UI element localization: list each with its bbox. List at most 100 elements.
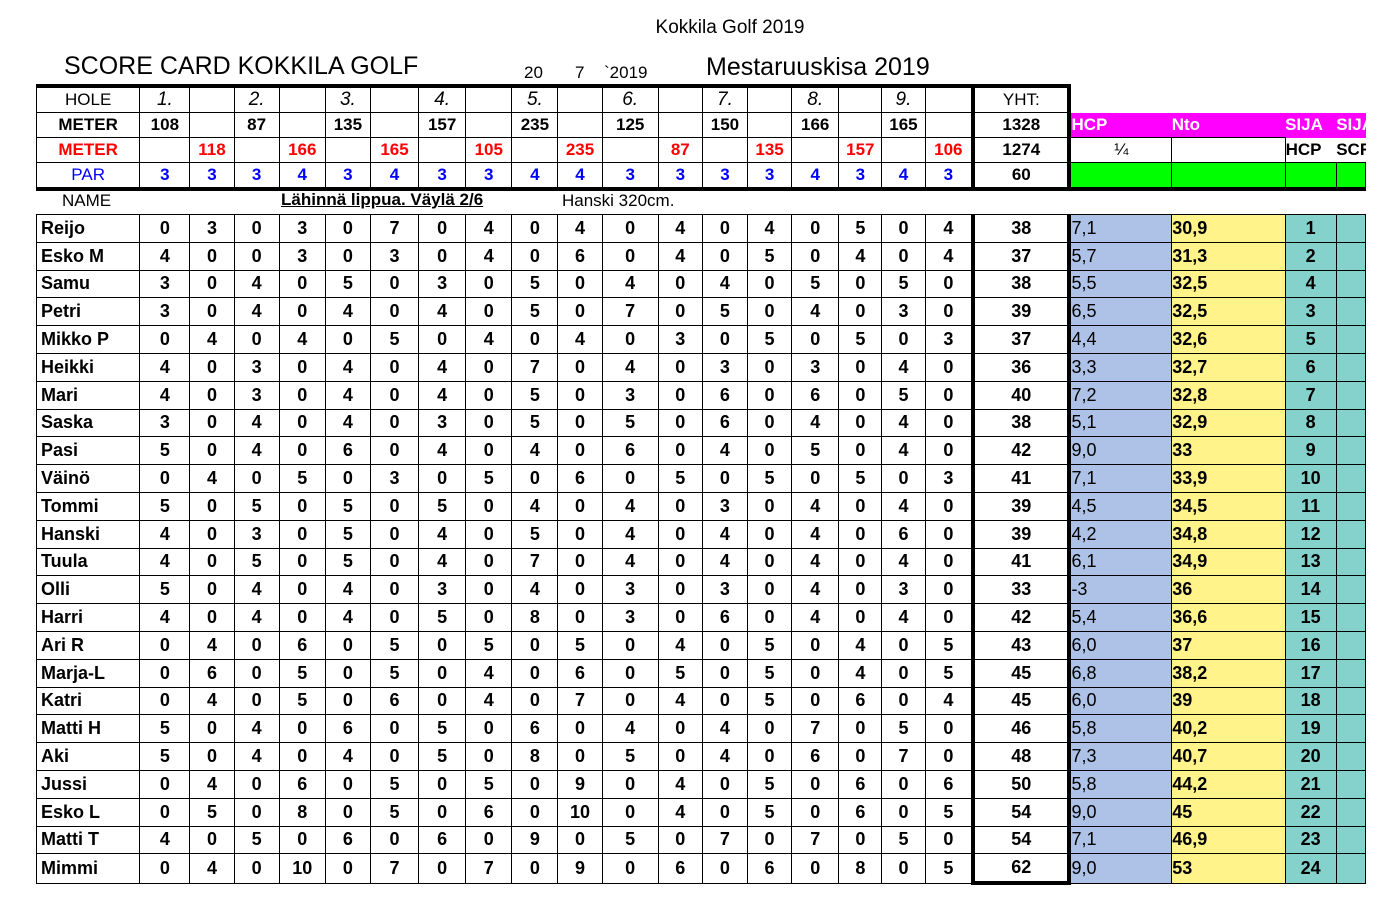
hole-score: 4: [746, 214, 793, 243]
hole-score: 6: [701, 380, 749, 410]
hole-score: 5: [791, 436, 840, 466]
hole-score: 3: [418, 575, 467, 605]
empty-cell: [1285, 86, 1336, 113]
par-value: 3: [746, 162, 793, 191]
hole-score: 0: [701, 797, 749, 827]
player-hcp: 6,0: [1068, 630, 1173, 660]
hole-score: 7: [701, 825, 749, 855]
hole-score: 0: [465, 269, 513, 299]
hole-number-spacer: [557, 84, 603, 113]
meter-red-value: 157: [838, 137, 883, 163]
hole-score: 0: [746, 825, 793, 855]
player-hcp: 6,0: [1068, 686, 1173, 716]
hole-score: 3: [233, 380, 280, 410]
hole-score: 0: [657, 575, 703, 605]
hole-score: 4: [601, 352, 659, 382]
hole-score: 0: [924, 742, 974, 771]
hole-score: 4: [657, 630, 703, 660]
hole-score: 4: [791, 603, 840, 632]
player-total: 46: [971, 714, 1072, 744]
hole-score: 0: [324, 769, 371, 799]
hole-score: 0: [881, 769, 926, 799]
player-total: 40: [971, 380, 1072, 410]
hole-score: 9: [557, 853, 603, 884]
player-hcp: 7,1: [1068, 825, 1173, 855]
hole-score: 3: [139, 297, 191, 327]
player-total: 42: [971, 436, 1072, 466]
meter-value: [189, 112, 235, 138]
player-nto: 32,5: [1171, 297, 1286, 327]
hole-score: 0: [278, 297, 326, 327]
player-rank-scr: [1335, 575, 1367, 605]
player-row: Tuula 4 0 5 0 5 0 4 0 7 0 4 0 4 0 4 0 4 0 41 6,1 34,9 13: [35, 547, 1367, 577]
hole-score: 0: [838, 436, 883, 466]
hole-score: 0: [139, 325, 191, 354]
hole-score: 0: [189, 380, 235, 410]
player-nto: 36,6: [1171, 603, 1286, 632]
hole-score: 0: [189, 241, 235, 271]
player-name: Katri: [35, 686, 141, 716]
player-rank-scr: [1335, 853, 1367, 884]
total-label: YHT:: [971, 84, 1072, 113]
hole-score: 9: [511, 825, 559, 855]
hole-score: 0: [139, 658, 191, 688]
par-value: 3: [324, 162, 371, 191]
hole-score: 5: [746, 658, 793, 688]
player-row: Harri 4 0 4 0 4 0 5 0 8 0 3 0 6 0 4 0 4 0 42 5,4 36,6 15: [35, 603, 1367, 632]
hole-score: 4: [418, 547, 467, 577]
player-rank: 12: [1284, 519, 1337, 549]
hole-score: 0: [838, 352, 883, 382]
hole-score: 0: [369, 352, 420, 382]
par-label: PAR: [35, 162, 141, 191]
hole-score: 0: [418, 797, 467, 827]
hole-score: 0: [838, 825, 883, 855]
hole-score: 0: [465, 436, 513, 466]
hole-score: 6: [838, 769, 883, 799]
hole-score: 0: [465, 603, 513, 632]
hole-score: 5: [418, 742, 467, 771]
hole-score: 4: [139, 519, 191, 549]
hole-score: 4: [601, 269, 659, 299]
hole-score: 5: [465, 769, 513, 799]
hole-score: 0: [657, 603, 703, 632]
hole-score: 5: [511, 269, 559, 299]
player-name: Heikki: [35, 352, 141, 382]
player-rank: 11: [1284, 491, 1337, 521]
player-nto: 36: [1171, 575, 1286, 605]
player-rank-scr: [1335, 797, 1367, 827]
hcp-header: HCP: [1069, 112, 1172, 138]
player-total: 45: [971, 686, 1072, 716]
hole-number: 3.: [324, 84, 371, 113]
hole-score: 0: [838, 603, 883, 632]
hole-score: 0: [278, 825, 326, 855]
player-row: Ari R 0 4 0 6 0 5 0 5 0 5 0 4 0 5 0 4 0 5 43 6,0 37 16: [35, 630, 1367, 660]
player-row: Olli 5 0 4 0 4 0 3 0 4 0 3 0 3 0 4 0 3 0 33 -3 36 14: [35, 575, 1367, 605]
hole-score: 0: [924, 269, 974, 299]
hole-score: 5: [701, 297, 749, 327]
hole-score: 7: [511, 352, 559, 382]
par-value: 3: [924, 162, 974, 191]
hole-score: 5: [418, 603, 467, 632]
hole-score: 0: [601, 797, 659, 827]
hole-score: 5: [465, 464, 513, 493]
player-name: Marja-L: [35, 658, 141, 688]
nto-header: Nto: [1171, 112, 1286, 138]
hole-score: 3: [601, 380, 659, 410]
hole-score: 4: [418, 519, 467, 549]
hole-score: 4: [278, 325, 326, 354]
hole-score: 4: [838, 658, 883, 688]
hole-score: 0: [924, 352, 974, 382]
hole-number: 6.: [601, 84, 659, 113]
hole-score: 7: [465, 853, 513, 884]
player-nto: 40,7: [1171, 742, 1286, 771]
player-name: Harri: [35, 603, 141, 632]
hole-score: 8: [511, 742, 559, 771]
hole-score: 5: [324, 547, 371, 577]
hole-score: 7: [881, 742, 926, 771]
player-rank: 1: [1284, 214, 1337, 243]
hole-score: 0: [278, 408, 326, 438]
hole-score: 4: [701, 436, 749, 466]
hole-score: 6: [418, 825, 467, 855]
hole-number: 2.: [233, 84, 280, 113]
